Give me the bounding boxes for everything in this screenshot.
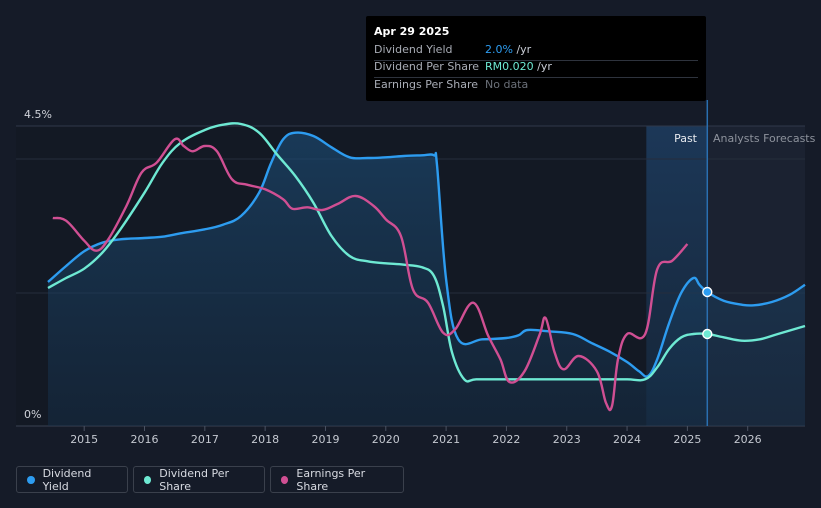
- legend-item-earnings-per-share[interactable]: Earnings Per Share: [270, 466, 404, 493]
- tooltip-value: RM0.020 /yr: [485, 60, 552, 73]
- tooltip-label: Dividend Yield: [374, 43, 453, 56]
- tooltip-label: Dividend Per Share: [374, 60, 480, 73]
- marker-dividend-yield[interactable]: [702, 286, 713, 298]
- legend-label: Dividend Yield: [42, 466, 92, 493]
- x-tick-label: 2017: [191, 433, 219, 446]
- tooltip-row-earnings-per-share: Earnings Per Share No data: [374, 78, 694, 94]
- x-tick-label: 2024: [613, 433, 641, 446]
- x-tick-label: 2018: [251, 433, 279, 446]
- y-tick-top: 4.5%: [24, 108, 52, 121]
- x-tick-label: 2023: [553, 433, 581, 446]
- legend-item-dividend-per-share[interactable]: Dividend Per Share: [133, 466, 265, 493]
- past-label: Past: [674, 132, 698, 145]
- marker-layer: [702, 286, 713, 340]
- tooltip: Apr 29 2025 Dividend Yield 2.0% /yr Divi…: [366, 16, 706, 101]
- x-axis-ticks: 2015 2016 2017 2018 2019 2020 2021 2022 2023 2024…: [70, 426, 762, 446]
- area-dividend-yield: [48, 132, 805, 427]
- legend-dot-icon: [27, 475, 35, 484]
- line-dividend-per-share: [47, 122, 806, 383]
- line-earnings-per-share: [52, 137, 689, 412]
- line-layer: [47, 122, 806, 412]
- legend-label: Dividend Per Share: [159, 466, 230, 493]
- tooltip-row-dividend-yield: Dividend Yield 2.0% /yr: [374, 43, 694, 59]
- x-tick-label: 2021: [432, 433, 460, 446]
- tooltip-row-dividend-per-share: Dividend Per Share RM0.020 /yr: [374, 60, 694, 76]
- tooltip-label: Earnings Per Share: [374, 78, 479, 91]
- forecast-label: Analysts Forecasts: [713, 132, 816, 145]
- x-tick-label: 2026: [734, 433, 762, 446]
- x-tick-label: 2015: [70, 433, 98, 446]
- tooltip-divider: [374, 77, 698, 78]
- x-tick-label: 2019: [311, 433, 339, 446]
- x-tick-label: 2022: [492, 433, 520, 446]
- area-layer: [48, 132, 805, 427]
- x-tick-label: 2016: [131, 433, 159, 446]
- marker-dividend-per-share[interactable]: [702, 328, 713, 340]
- y-tick-bottom: 0%: [24, 408, 41, 421]
- legend-dot-icon: [144, 475, 152, 484]
- x-tick-label: 2025: [673, 433, 701, 446]
- legend-dot-icon: [281, 475, 289, 484]
- tooltip-date: Apr 29 2025: [374, 25, 450, 38]
- tooltip-value: 2.0% /yr: [485, 43, 532, 56]
- legend-item-dividend-yield[interactable]: Dividend Yield: [16, 466, 128, 493]
- tooltip-value: No data: [485, 78, 529, 91]
- legend-label: Earnings Per Share: [296, 466, 366, 493]
- x-tick-label: 2020: [372, 433, 400, 446]
- line-dividend-yield: [47, 131, 806, 378]
- tooltip-divider: [374, 60, 698, 61]
